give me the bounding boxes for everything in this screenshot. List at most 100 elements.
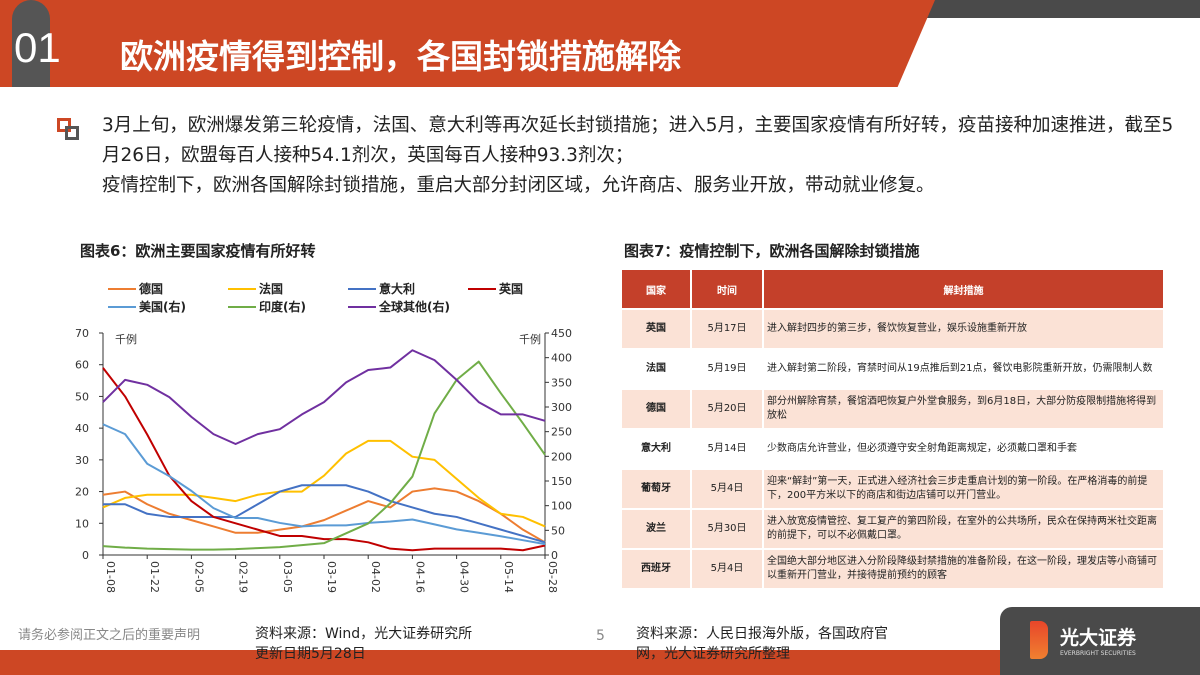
table-row: 葡萄牙 5月4日 迎来“解封”第一天，正式进入经济社会三步走重启计划的第一阶段。在严… (622, 470, 1163, 508)
x-tick-label: 03-19 (325, 561, 338, 593)
summary-text: 3月上旬，欧洲爆发第三轮疫情，法国、意大利等再次延长封锁措施；进入5月，主要国家… (102, 111, 1182, 201)
series-line (102, 367, 546, 552)
table-row: 意大利 5月14日 少数商店允许营业，但必须遵守安全射角距离规定，必须戴口罩和手套 (622, 430, 1163, 468)
y-left-tick-label: 40 (75, 422, 89, 435)
bullet-icon (57, 118, 81, 142)
x-tick-label: 02-19 (237, 561, 250, 593)
col-header-country: 国家 (622, 270, 690, 308)
y-left-tick-label: 70 (75, 327, 89, 340)
series-line (102, 360, 546, 551)
table-row: 德国 5月20日 部分州解除宵禁，餐馆酒吧恢复户外堂食服务，到6月18日，大部分防疫… (622, 390, 1163, 428)
cell-measure: 全国绝大部分地区进入分阶段降级封禁措施的准备阶段，在这一阶段，理发店等小商铺可以… (764, 550, 1163, 588)
x-tick-label: 04-16 (413, 561, 426, 593)
x-tick-label: 01-08 (104, 561, 117, 593)
cell-date: 5月19日 (707, 363, 747, 374)
legend-item: 德国 (108, 280, 163, 297)
legend-swatch (348, 305, 376, 308)
x-tick-label: 02-05 (192, 561, 205, 593)
y-right-tick-label: 250 (551, 426, 572, 439)
y-right-tick-label: 350 (551, 376, 572, 389)
disclaimer-link[interactable]: 请务必参阅正文之后的重要声明 (18, 628, 201, 643)
cell-measure: 进入解封四步的第三步，餐饮恢复营业，娱乐设施重新开放 (764, 310, 1163, 348)
y-right-unit: 千例 (519, 332, 541, 346)
x-tick-label: 03-05 (281, 561, 294, 593)
line-chart: 0 10 20 30 40 50 60 70 0 50 100 150 200 250 300 350 400 4… (75, 327, 572, 593)
cell-measure: 进入解封第二阶段，宵禁时间从19点推后到21点，餐饮电影院重新开放，仍需限制人数 (767, 363, 1153, 374)
y-right-tick-label: 400 (551, 352, 572, 365)
table-row: 波兰 5月30日 进入放宽疫情管控、复工复产的第四阶段，在室外的公共场所，民众在保持… (622, 510, 1163, 548)
y-right-tick-label: 150 (551, 475, 572, 488)
y-right-tick-label: 0 (551, 549, 558, 562)
cell-measure: 迎来“解封”第一天，正式进入经济社会三步走重启计划的第一阶段。在严格消毒的前提下… (764, 470, 1163, 508)
legend-item: 英国 (468, 280, 523, 297)
y-right-tick-label: 50 (551, 524, 565, 537)
summary-line-2: 疫情控制下，欧洲各国解除封锁措施，重启大部分封闭区域，允许商店、服务业开放，带动… (102, 175, 935, 196)
cell-date: 5月20日 (692, 390, 762, 428)
legend-swatch (108, 305, 136, 308)
series-line (102, 487, 546, 544)
title-banner (0, 0, 935, 87)
y-left-tick-label: 30 (75, 454, 89, 467)
legend-label: 英国 (499, 282, 524, 296)
section-number-badge (12, 0, 50, 87)
series-line (102, 349, 546, 445)
legend-label: 全球其他(右) (379, 300, 450, 314)
legend-item: 法国 (228, 280, 283, 297)
legend-item: 意大利 (348, 280, 415, 297)
cell-country: 英国 (622, 310, 690, 348)
section-number: 01 (14, 24, 61, 71)
series-line (102, 439, 546, 528)
cell-date: 5月30日 (692, 510, 762, 548)
legend-swatch (348, 287, 376, 290)
slide-title: 欧洲疫情得到控制，各国封锁措施解除 (120, 38, 681, 75)
cell-measure: 少数商店允许营业，但必须遵守安全射角距离规定，必须戴口罩和手套 (767, 443, 1077, 454)
x-tick-label: 01-22 (148, 561, 161, 593)
x-tick-label: 05-28 (546, 561, 559, 593)
cell-country: 法国 (646, 363, 666, 374)
legend-label: 美国(右) (139, 300, 186, 314)
figure7-source: 资料来源：人民日报海外版，各国政府官 网，光大证券研究所整理 (636, 624, 888, 664)
top-decor-bar (900, 0, 1200, 18)
logo-mark-icon (1030, 621, 1048, 659)
legend-swatch (228, 305, 256, 308)
table-row: 西班牙 5月4日 全国绝大部分地区进入分阶段降级封禁措施的准备阶段，在这一阶段，理发… (622, 550, 1163, 588)
y-left-tick-label: 10 (75, 517, 89, 530)
cell-date: 5月17日 (692, 310, 762, 348)
y-left-tick-label: 20 (75, 486, 89, 499)
legend-label: 法国 (259, 282, 284, 296)
y-right-tick-label: 300 (551, 401, 572, 414)
cell-date: 5月4日 (692, 470, 762, 508)
figure7-source-line1: 资料来源：人民日报海外版，各国政府官 (636, 626, 888, 642)
legend-swatch (468, 287, 496, 290)
y-right-tick-label: 200 (551, 450, 572, 463)
y-left-unit: 千例 (115, 332, 137, 346)
figure6-source-text: 资料来源：Wind，光大证券研究所 (255, 626, 473, 642)
cell-measure: 部分州解除宵禁，餐馆酒吧恢复户外堂食服务，到6月18日，大部分防疫限制措施将得到… (764, 390, 1163, 428)
y-left-tick-label: 60 (75, 359, 89, 372)
logo-text: 光大证券 (1060, 627, 1137, 649)
series-line (103, 484, 546, 544)
legend-label: 印度(右) (259, 300, 306, 314)
page-number: 5 (596, 628, 605, 644)
legend-swatch (228, 287, 256, 290)
figure7-title: 图表7：疫情控制下，欧洲各国解除封锁措施 (624, 242, 920, 260)
cell-measure: 进入放宽疫情管控、复工复产的第四阶段，在室外的公共场所，民众在保持两米社交距离的… (764, 510, 1163, 548)
cell-date: 5月14日 (707, 443, 747, 454)
table-row: 英国 5月17日 进入解封四步的第三步，餐饮恢复营业，娱乐设施重新开放 (622, 310, 1163, 348)
cell-country: 波兰 (622, 510, 690, 548)
y-right-tick-label: 450 (551, 327, 572, 340)
legend-item: 美国(右) (108, 298, 186, 315)
legend-swatch (108, 287, 136, 290)
measures-table: 国家 时间 解封措施 英国 5月17日 进入解封四步的第三步，餐饮恢复营业，娱乐设施… (620, 268, 1165, 590)
figure6-title: 图表6：欧洲主要国家疫情有所好转 (80, 242, 316, 260)
summary-line-1: 3月上旬，欧洲爆发第三轮疫情，法国、意大利等再次延长封锁措施；进入5月，主要国家… (102, 115, 1174, 166)
series-line (102, 423, 546, 546)
figure6-source: 资料来源：Wind，光大证券研究所 更新日期5月28日 (255, 624, 472, 664)
cell-country: 德国 (622, 390, 690, 428)
logo-subtext: EVERBRIGHT SECURITIES (1060, 650, 1136, 657)
cell-date: 5月4日 (692, 550, 762, 588)
x-tick-label: 05-14 (502, 561, 515, 593)
y-right-tick-label: 100 (551, 500, 572, 513)
x-tick-label: 04-30 (458, 561, 471, 593)
y-left-tick-label: 50 (75, 390, 89, 403)
